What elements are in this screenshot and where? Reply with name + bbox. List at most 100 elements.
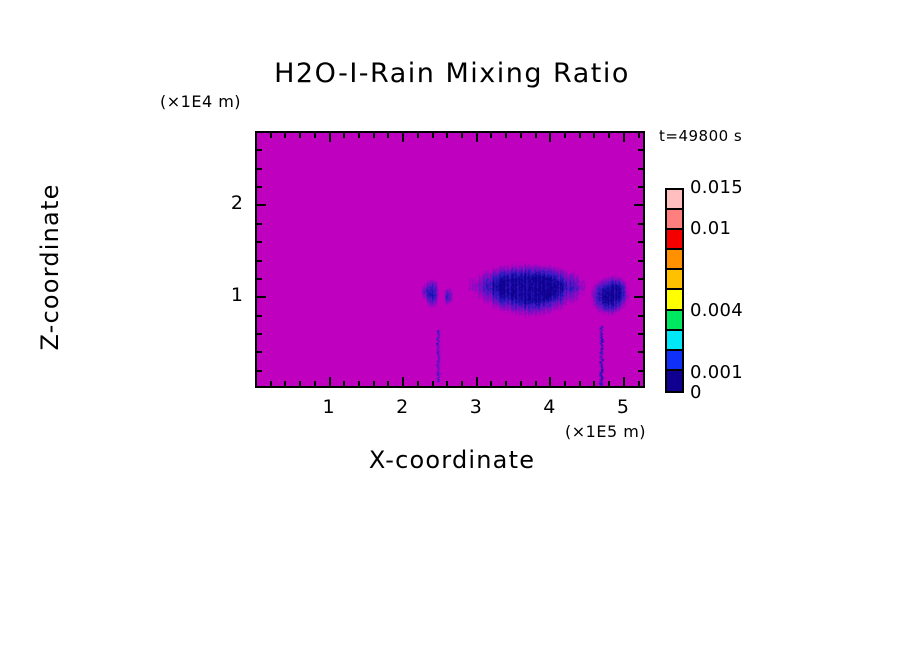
x-tick [490,381,493,386]
x-tick [372,133,375,138]
x-tick [519,133,522,138]
y-tick-label: 1 [230,284,243,307]
colorbar-tick-label: 0.01 [690,218,732,239]
x-tick [593,381,596,386]
y-tick [257,314,262,317]
x-tick [402,133,405,142]
x-tick [269,133,272,138]
colorbar-tick-label: 0.015 [690,177,744,198]
x-axis-label: X-coordinate [368,446,536,474]
x-tick-label: 2 [396,396,409,418]
y-axis-label: Z-coordinate [36,183,64,351]
y-tick [638,186,643,189]
colorbar-band [667,330,682,351]
colorbar-band [667,350,682,371]
x-tick [578,381,581,386]
y-tick [634,296,643,299]
y-tick [257,259,262,262]
y-tick [638,332,643,335]
x-tick-label: 5 [616,396,629,418]
y-axis-unit-label: (×1E4 m) [160,92,242,111]
y-tick [638,241,643,244]
x-tick [637,381,640,386]
y-tick [257,204,266,207]
y-tick [638,369,643,372]
x-tick-label: 4 [543,396,556,418]
x-tick [549,377,552,386]
x-tick [328,377,331,386]
x-tick-label: 1 [322,396,335,418]
x-tick [284,381,287,386]
x-tick-label: 3 [469,396,482,418]
x-tick [416,381,419,386]
x-tick [475,377,478,386]
x-tick [343,381,346,386]
y-tick-label: 2 [230,192,243,215]
heatmap-field [257,133,643,386]
colorbar-tick-label: 0.001 [690,361,744,383]
x-tick [284,133,287,138]
page-title: H2O-I-Rain Mixing Ratio [274,58,630,89]
x-tick [622,377,625,386]
y-tick [257,296,266,299]
x-tick [343,133,346,138]
colorbar-band [667,290,682,311]
x-tick [578,133,581,138]
x-tick [387,381,390,386]
x-tick [402,377,405,386]
x-tick [446,133,449,138]
x-tick [313,381,316,386]
colorbar-tick-label: 0.004 [690,300,744,321]
colorbar-band [667,190,682,211]
y-tick [257,332,262,335]
y-tick [257,277,262,280]
colorbar-band [667,310,682,331]
y-tick [638,149,643,152]
y-tick [257,369,262,372]
x-tick [431,133,434,138]
colorbar-band [667,250,682,271]
colorbar [665,188,684,393]
x-tick [461,381,464,386]
x-tick [534,381,537,386]
colorbar-band [667,230,682,251]
x-tick [593,133,596,138]
heatmap-plot-area [255,131,645,388]
y-tick [638,222,643,225]
x-tick [549,133,552,142]
x-tick [564,133,567,138]
x-tick [505,133,508,138]
y-tick [638,314,643,317]
x-tick [461,133,464,138]
x-tick [269,381,272,386]
y-tick [638,351,643,354]
x-tick [416,133,419,138]
x-tick [490,133,493,138]
x-tick [475,133,478,142]
time-annotation: t=49800 s [659,127,743,145]
y-tick [257,241,262,244]
y-tick [257,351,262,354]
x-tick [299,133,302,138]
y-tick [257,167,262,170]
y-tick [634,204,643,207]
x-tick [431,381,434,386]
x-tick [358,381,361,386]
x-tick [387,133,390,138]
x-tick [622,133,625,142]
x-tick [372,381,375,386]
y-tick [638,259,643,262]
x-tick [446,381,449,386]
y-tick [638,277,643,280]
x-tick [608,133,611,138]
x-tick [505,381,508,386]
x-tick [564,381,567,386]
x-tick [519,381,522,386]
x-axis-unit-label: (×1E5 m) [565,422,647,441]
colorbar-band [667,270,682,291]
x-tick [358,133,361,138]
x-tick [299,381,302,386]
y-tick [257,149,262,152]
y-tick [638,167,643,170]
